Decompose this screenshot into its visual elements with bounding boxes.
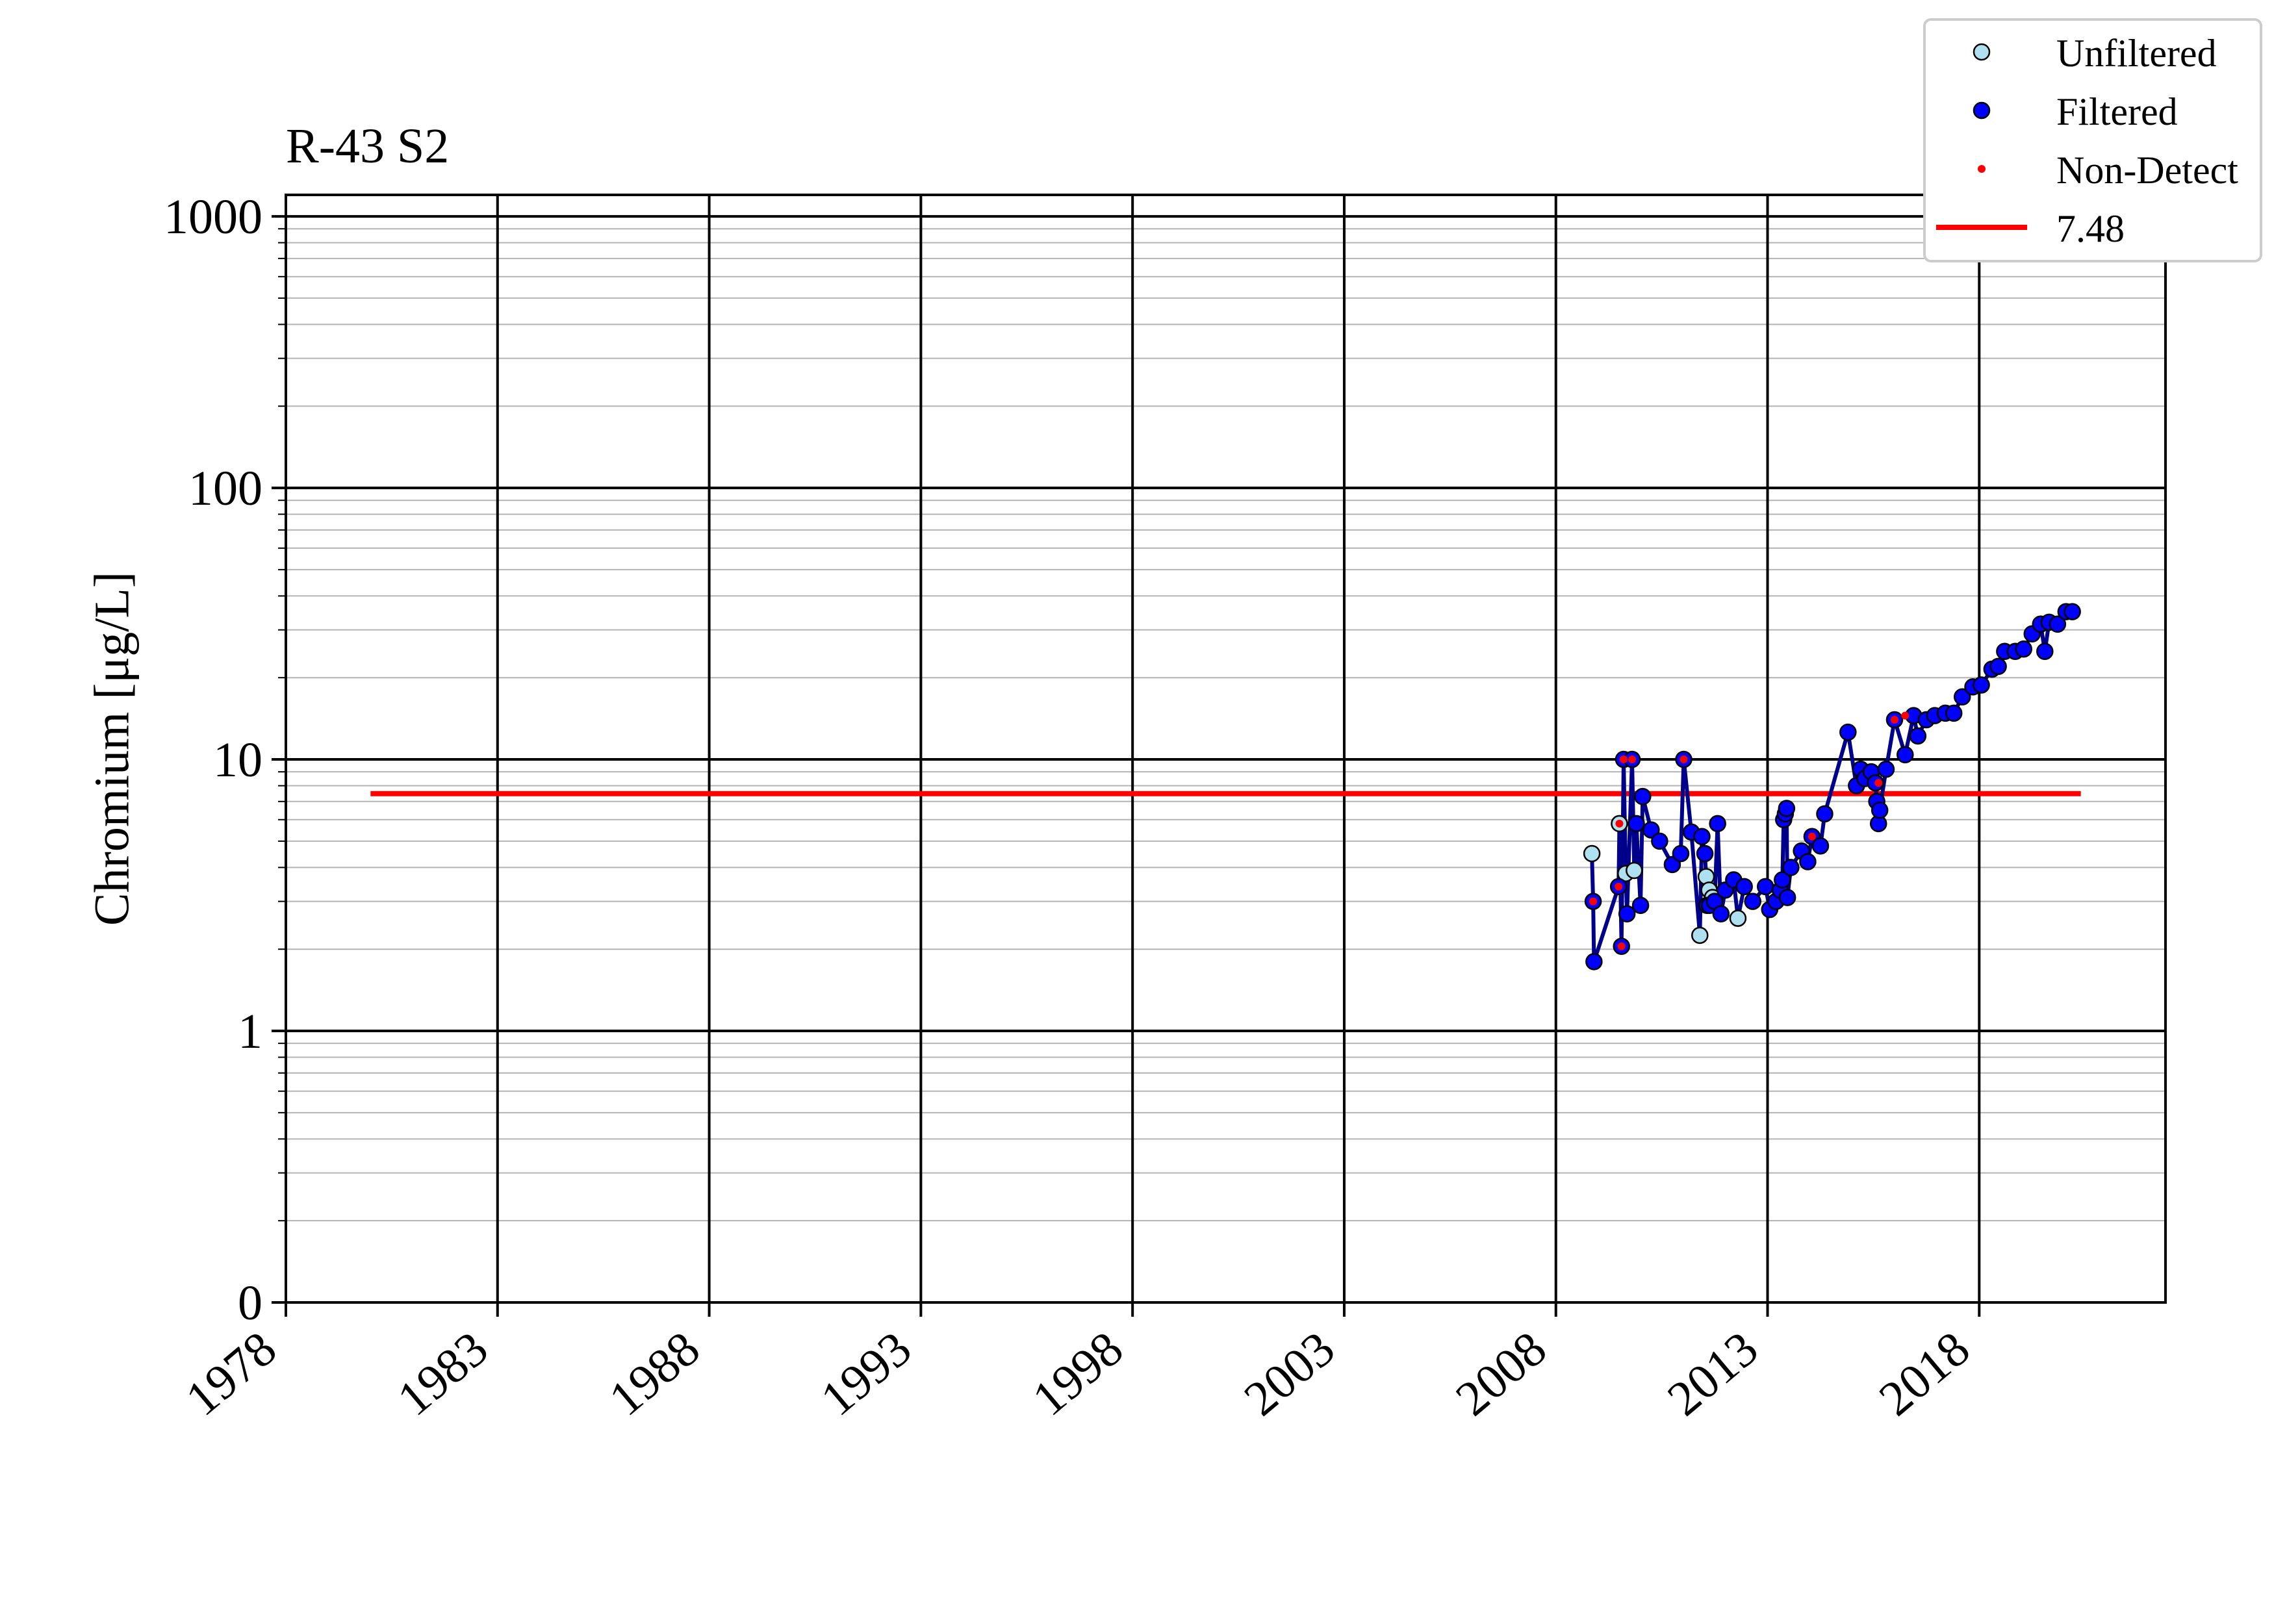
y-tick-label: 1000 (164, 190, 262, 244)
non-detect-point (1901, 711, 1910, 720)
filtered-point (1672, 844, 1690, 863)
filtered-point (1744, 893, 1761, 910)
legend-marker-swatch (1973, 101, 1991, 120)
unfiltered-point (1583, 844, 1601, 863)
non-detect-point (1617, 942, 1626, 950)
legend-label: Filtered (2056, 90, 2178, 133)
filtered-point (1839, 723, 1857, 741)
filtered-point (1778, 800, 1796, 817)
non-detect-point (1808, 832, 1816, 841)
filtered-point (1774, 871, 1791, 889)
filtered-point (2063, 603, 2081, 620)
non-detect-point (1615, 882, 1623, 891)
legend-dot-swatch (1978, 165, 1986, 173)
filtered-point (1585, 953, 1603, 971)
filtered-point (2049, 615, 2067, 633)
chart-title: R-43 S2 (286, 119, 449, 173)
non-detect-point (1680, 755, 1688, 764)
non-detect-point (1619, 755, 1628, 764)
unfiltered-point (1626, 861, 1643, 880)
filtered-point (1709, 815, 1726, 833)
filtered-point (1778, 889, 1796, 906)
filtered-point (1799, 853, 1817, 870)
filtered-point (2036, 642, 2054, 660)
legend: Unfiltered Filtered Non-Detect 7.48 (1923, 18, 2262, 262)
non-detect-point (1628, 755, 1637, 764)
filtered-point (1897, 746, 1914, 764)
filtered-point (1651, 832, 1668, 850)
filtered-point (1631, 896, 1650, 915)
filtered-point (1628, 815, 1645, 833)
filtered-point (1782, 859, 1800, 876)
legend-label: 7.48 (2056, 207, 2125, 250)
filtered-point (1735, 878, 1753, 896)
filtered-point (1871, 801, 1889, 819)
y-tick-label: 0 (238, 1276, 262, 1330)
filtered-point (1696, 844, 1714, 863)
y-axis-ticks: 0 1 10 100 1000 (164, 190, 286, 1330)
y-tick-label: 10 (213, 733, 262, 787)
filtered-point (1712, 905, 1730, 922)
y-tick-label: 100 (188, 461, 262, 516)
filtered-point (2015, 640, 2032, 658)
filtered-point (1909, 727, 1927, 745)
filtered-point (1877, 760, 1895, 778)
filtered-point (1618, 905, 1636, 922)
y-tick-label: 1 (238, 1004, 262, 1059)
plot-frame (285, 194, 2167, 1304)
non-detect-point (1589, 897, 1598, 906)
filtered-point (1945, 704, 1963, 722)
legend-label: Non-Detect (2056, 149, 2238, 192)
filtered-point (1989, 657, 2007, 676)
unfiltered-point (1729, 909, 1747, 927)
unfiltered-point (1691, 926, 1709, 945)
filtered-point (1693, 828, 1711, 846)
marker-group (1583, 603, 2081, 971)
legend-label: Unfiltered (2056, 32, 2217, 75)
filtered-point (1634, 787, 1652, 806)
filtered-point (1811, 837, 1830, 855)
filtered-point (1816, 805, 1833, 823)
non-detect-point (1615, 819, 1624, 828)
filtered-point (1757, 878, 1774, 896)
filtered-point (1642, 821, 1660, 839)
filtered-point (1953, 688, 1971, 705)
y-axis-label: Chromium [μg/L] (84, 572, 139, 926)
filtered-point (1973, 676, 1990, 694)
legend-box (1923, 18, 2262, 262)
legend-marker-swatch (1973, 43, 1991, 61)
minor-gridlines (278, 228, 2165, 1222)
non-detect-point (1890, 715, 1898, 724)
non-detect-point (1874, 779, 1883, 787)
